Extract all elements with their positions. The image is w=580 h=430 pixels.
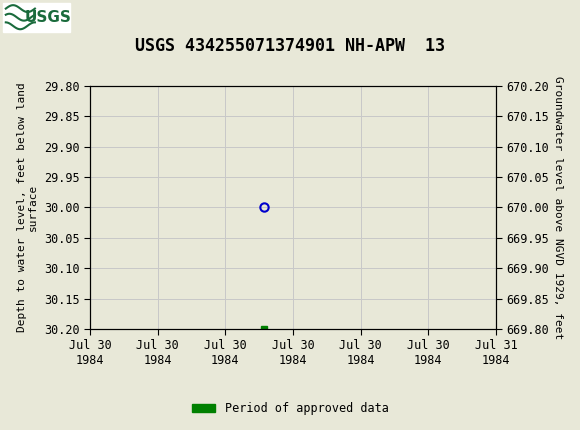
Text: USGS: USGS [25,10,72,25]
Bar [3,3,70,32]
Y-axis label: Groundwater level above NGVD 1929, feet: Groundwater level above NGVD 1929, feet [553,76,563,339]
Y-axis label: Depth to water level, feet below land
surface: Depth to water level, feet below land su… [17,83,38,332]
Text: USGS 434255071374901 NH-APW  13: USGS 434255071374901 NH-APW 13 [135,37,445,55]
Legend: Period of approved data: Period of approved data [187,397,393,420]
